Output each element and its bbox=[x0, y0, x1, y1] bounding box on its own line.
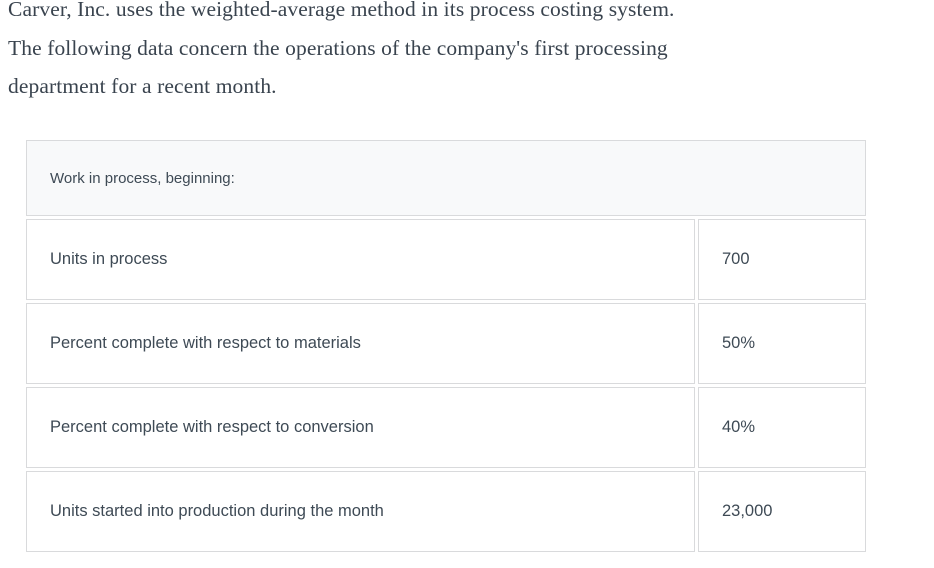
problem-statement-line-1: Carver, Inc. uses the weighted-average m… bbox=[8, 0, 675, 21]
row-label-cell: Units in process bbox=[26, 219, 695, 300]
table-section-header-label: Work in process, beginning: bbox=[50, 169, 235, 187]
problem-statement: Carver, Inc. uses the weighted-average m… bbox=[8, 0, 908, 106]
row-value-cell: 40% bbox=[698, 387, 866, 468]
table-row-units-in-process: Units in process 700 bbox=[26, 219, 866, 300]
row-value-cell: 23,000 bbox=[698, 471, 866, 552]
row-label-cell: Units started into production during the… bbox=[26, 471, 695, 552]
table-row-units-started: Units started into production during the… bbox=[26, 471, 866, 552]
table-row-percent-conversion: Percent complete with respect to convers… bbox=[26, 387, 866, 468]
problem-statement-line-2: The following data concern the operation… bbox=[8, 35, 668, 60]
problem-statement-line-3: department for a recent month. bbox=[8, 74, 277, 98]
table-section-header-row: Work in process, beginning: bbox=[26, 140, 866, 216]
row-label-cell: Percent complete with respect to materia… bbox=[26, 303, 695, 384]
table-row-percent-materials: Percent complete with respect to materia… bbox=[26, 303, 866, 384]
row-value-cell: 50% bbox=[698, 303, 866, 384]
wip-data-table: Work in process, beginning: Units in pro… bbox=[26, 140, 866, 552]
row-label-cell: Percent complete with respect to convers… bbox=[26, 387, 695, 468]
row-value-cell: 700 bbox=[698, 219, 866, 300]
